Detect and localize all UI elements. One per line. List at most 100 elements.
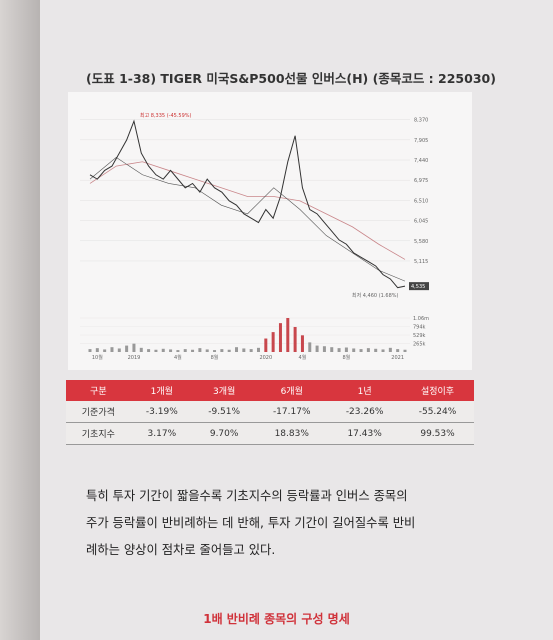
cell: 3.17% xyxy=(130,422,193,445)
volume-bar xyxy=(396,349,400,352)
volume-bar xyxy=(117,348,121,352)
volume-bar xyxy=(403,349,407,352)
volume-bar xyxy=(256,347,260,352)
volume-bar xyxy=(161,348,165,352)
volume-tick-label: 794k xyxy=(413,325,426,331)
y-tick-label: 8,370 xyxy=(414,118,428,124)
header-cell: 6개월 xyxy=(255,380,329,401)
table-row: 기준가격 -3.19% -9.51% -17.17% -23.26% -55.24% xyxy=(66,401,474,423)
y-tick-label: 6,510 xyxy=(414,198,428,204)
x-tick-label: 8월 xyxy=(342,354,350,361)
cell: 기초지수 xyxy=(66,422,131,445)
cell: -9.51% xyxy=(192,401,256,423)
table-row: 기초지수 3.17% 9.70% 18.83% 17.43% 99.53% xyxy=(66,422,474,445)
volume-bar xyxy=(227,349,231,352)
y-tick-label: 7,440 xyxy=(414,158,428,164)
volume-bar xyxy=(249,349,253,352)
volume-bar xyxy=(337,348,341,352)
cell: 99.53% xyxy=(401,422,474,445)
volume-bar xyxy=(198,348,202,352)
volume-bar xyxy=(191,349,195,352)
volume-bar xyxy=(352,348,356,352)
page-edge xyxy=(0,0,40,640)
volume-bar xyxy=(125,345,129,352)
cell: -17.17% xyxy=(255,401,329,423)
x-tick-label: 2019 xyxy=(128,355,141,361)
low-note: 최저 4,460 (1.68%) xyxy=(352,292,399,299)
y-tick-label: 5,115 xyxy=(414,259,428,265)
x-tick-label: 2020 xyxy=(259,355,272,361)
x-tick-label: 4월 xyxy=(299,354,307,361)
volume-bar xyxy=(330,347,334,352)
volume-bar xyxy=(176,350,180,352)
volume-bar xyxy=(344,347,348,352)
header-cell: 구분 xyxy=(66,380,131,401)
x-tick-label: 8월 xyxy=(211,354,219,361)
y-tick-label: 5,580 xyxy=(414,239,428,245)
chart: 8,370 7,905 7,440 6,975 6,510 6,045 5,580 5,115… xyxy=(68,92,472,370)
y-tick-label: 6,975 xyxy=(414,178,428,184)
volume-bar xyxy=(169,349,173,352)
volume-bar xyxy=(88,349,92,352)
volume-bar xyxy=(110,347,114,352)
volume-bar xyxy=(278,323,282,352)
y-tick-label: 7,905 xyxy=(414,138,428,144)
volume-bar xyxy=(322,346,326,352)
volume-bar xyxy=(205,349,209,352)
x-tick-label: 10월 xyxy=(92,354,103,361)
header-cell: 1년 xyxy=(328,380,402,401)
figure-title: (도표 1-38) TIGER 미국S&P500선물 인버스(H) (종목코드 … xyxy=(86,71,496,86)
volume-bar xyxy=(286,318,290,352)
cell: -3.19% xyxy=(130,401,193,423)
volume-bar xyxy=(315,345,319,352)
cell: 기준가격 xyxy=(66,401,131,423)
volume-bar xyxy=(381,349,385,352)
last-price-box xyxy=(409,282,429,291)
cell: 18.83% xyxy=(255,422,329,445)
volume-bar xyxy=(147,349,151,352)
volume-bar xyxy=(271,332,275,352)
volume-bar xyxy=(293,326,297,352)
volume-bar xyxy=(300,335,304,352)
volume-tick-label: 529k xyxy=(413,333,426,339)
price-line xyxy=(89,119,406,289)
volume-bar xyxy=(213,350,217,352)
ma-short-line xyxy=(89,157,406,282)
cell: -55.24% xyxy=(401,401,474,423)
y-tick-label: 6,045 xyxy=(414,219,428,225)
volume-bar xyxy=(95,348,99,352)
header-cell: 3개월 xyxy=(192,380,256,401)
volume-bar xyxy=(359,349,363,352)
text-line: 특히 투자 기간이 짧을수록 기초지수의 등락률과 인버스 종목의 xyxy=(86,489,408,503)
volume-bar xyxy=(235,347,239,352)
high-note: 최고 8,335 (-45.59%) xyxy=(140,112,192,119)
x-tick-label: 4월 xyxy=(174,354,182,361)
return-table: 구분 1개월 3개월 6개월 1년 설정이후 기준가격 -3.19% -9.51% -17.17%… xyxy=(66,380,474,445)
volume-bar xyxy=(242,348,246,352)
volume-bar xyxy=(132,343,136,352)
cell: -23.26% xyxy=(328,401,402,423)
chart-background xyxy=(68,92,472,370)
section-heading: 1배 반비례 종목의 구성 명세 xyxy=(203,612,350,626)
volume-bar xyxy=(139,347,143,352)
volume-bar xyxy=(220,349,224,352)
x-tick-label: 2021 xyxy=(391,355,404,361)
volume-tick-label: 265k xyxy=(413,342,426,348)
cell: 17.43% xyxy=(328,422,402,445)
volume-bar xyxy=(388,347,392,352)
cell: 9.70% xyxy=(192,422,256,445)
volume-bar xyxy=(183,349,187,352)
ma-long-line xyxy=(89,161,406,260)
text-line: 주가 등락률이 반비례하는 데 반해, 투자 기간이 길어질수록 반비 xyxy=(86,516,416,530)
header-cell: 설정이후 xyxy=(401,380,474,401)
volume-bar xyxy=(103,349,107,352)
volume-bar xyxy=(308,342,312,352)
volume-bar xyxy=(154,349,158,352)
last-price-label: 4,535 xyxy=(411,284,425,290)
volume-tick-label: 1.06m xyxy=(413,316,429,322)
text-line: 례하는 양상이 점차로 줄어들고 있다. xyxy=(86,543,276,557)
volume-bar xyxy=(366,348,370,352)
volume-bar xyxy=(374,348,378,352)
